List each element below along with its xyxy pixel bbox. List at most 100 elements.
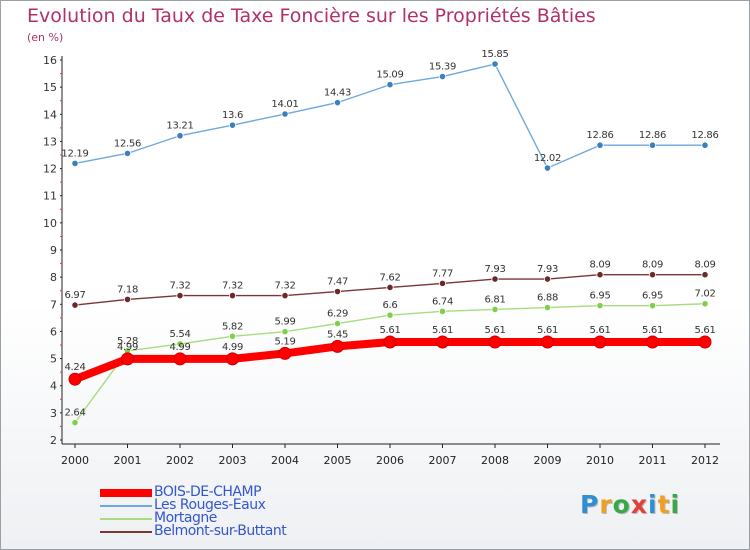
- data-label: 14.01: [271, 99, 298, 110]
- data-point: [491, 60, 499, 68]
- data-point: [176, 291, 184, 300]
- x-tick-label: 2001: [114, 454, 142, 467]
- data-label: 7.18: [117, 284, 138, 295]
- x-tick-label: 2012: [691, 454, 719, 467]
- data-label: 8.09: [694, 260, 715, 271]
- x-tick-label: 2007: [429, 454, 457, 467]
- legend-swatch: [100, 518, 152, 520]
- data-label: 5.61: [537, 325, 558, 336]
- data-point: [596, 271, 604, 279]
- data-point: [176, 132, 184, 140]
- x-tick-label: 2003: [219, 454, 247, 467]
- data-label: 6.97: [64, 290, 85, 301]
- data-point: [438, 72, 447, 81]
- series-lines: [71, 63, 709, 424]
- axes: 2 3 4 5 6 7 8 9 10 11 12 13 14 15 16 2000 2001 2002 2003 20…: [43, 54, 720, 467]
- data-label: 8.09: [589, 260, 610, 271]
- legend-label: Les Rouges-Eaux: [154, 497, 266, 513]
- data-point: [648, 302, 657, 310]
- y-tick-label: 14: [43, 108, 57, 121]
- data-label: 12.86: [691, 130, 718, 141]
- data-label: 5.19: [274, 336, 295, 347]
- data-point: [173, 352, 187, 366]
- y-tick-label: 10: [43, 217, 57, 230]
- data-label: 12.86: [586, 130, 613, 141]
- series-points: [68, 60, 712, 427]
- y-tick-label: 7: [50, 298, 57, 311]
- data-point: [386, 311, 394, 319]
- x-tick-label: 2011: [639, 454, 667, 467]
- data-point: [698, 335, 712, 349]
- data-point: [646, 335, 659, 349]
- data-point: [123, 149, 132, 157]
- data-point: [648, 141, 657, 149]
- data-label: 6.29: [327, 309, 348, 320]
- y-tick-label: 4: [50, 380, 57, 393]
- data-label: 12.02: [534, 153, 561, 164]
- data-label: 4.24: [64, 362, 85, 373]
- data-point: [543, 275, 552, 283]
- data-label: 8.09: [642, 260, 663, 271]
- logo-letter: P: [580, 490, 600, 519]
- data-point: [121, 352, 134, 366]
- y-tick-label: 11: [43, 190, 57, 203]
- data-point: [438, 307, 447, 315]
- data-point: [386, 283, 394, 292]
- data-label: 6.95: [589, 291, 610, 302]
- data-point: [228, 332, 237, 340]
- legend-label: BOIS-DE-CHAMP: [154, 484, 262, 500]
- data-label: 7.93: [537, 264, 558, 275]
- y-tick-label: 9: [50, 244, 57, 257]
- logo-letter: i: [648, 490, 658, 519]
- logo-letter: r: [599, 490, 613, 519]
- data-point: [281, 110, 289, 118]
- data-label: 5.82: [222, 321, 243, 332]
- data-label: 5.54: [169, 329, 190, 340]
- data-point: [228, 121, 237, 129]
- data-label: 6.95: [642, 291, 663, 302]
- logo-letter: o: [612, 490, 631, 519]
- data-label: 7.77: [432, 268, 453, 279]
- data-label: 7.62: [379, 272, 400, 283]
- y-tick-label: 6: [50, 325, 57, 338]
- data-point: [701, 300, 709, 308]
- chart-title: Evolution du Taux de Taxe Foncière sur l…: [27, 5, 596, 27]
- y-tick-label: 16: [43, 54, 57, 67]
- data-label: 6.88: [537, 293, 558, 304]
- y-tick-label: 13: [43, 135, 57, 148]
- data-label: 4.99: [117, 342, 138, 353]
- data-label: 5.61: [589, 325, 610, 336]
- data-label: 5.61: [379, 325, 400, 336]
- data-point: [383, 335, 397, 349]
- x-tick-label: 2006: [376, 454, 404, 467]
- data-point: [68, 372, 82, 386]
- data-label: 12.86: [639, 130, 666, 141]
- x-tick-label: 2004: [271, 454, 299, 467]
- y-tick-label: 3: [50, 407, 57, 420]
- data-label: 15.09: [376, 70, 403, 81]
- data-point: [333, 287, 342, 296]
- y-tick-label: 5: [50, 353, 57, 366]
- data-point: [648, 271, 657, 279]
- data-point: [593, 335, 607, 349]
- data-point: [71, 301, 79, 309]
- y-tick-label: 12: [43, 163, 57, 176]
- data-point: [491, 275, 499, 283]
- data-label: 7.93: [484, 264, 505, 275]
- data-label: 6.74: [432, 296, 453, 307]
- data-label: 5.61: [484, 325, 505, 336]
- data-point: [333, 99, 342, 107]
- x-tick-label: 2010: [586, 454, 614, 467]
- legend-label: Belmont-sur-Buttant: [154, 523, 287, 539]
- data-label: 7.32: [274, 281, 295, 292]
- data-label: 7.47: [327, 277, 348, 288]
- data-point: [488, 335, 502, 349]
- data-label: 13.6: [222, 110, 243, 121]
- y-tick-label: 15: [43, 81, 57, 94]
- data-point: [278, 346, 292, 360]
- legend-swatch: [100, 489, 152, 497]
- data-label: 7.32: [222, 281, 243, 292]
- x-tick-label: 2008: [481, 454, 509, 467]
- legend-label: Mortagne: [154, 510, 217, 526]
- proxiti-logo: Proxiti: [580, 490, 680, 519]
